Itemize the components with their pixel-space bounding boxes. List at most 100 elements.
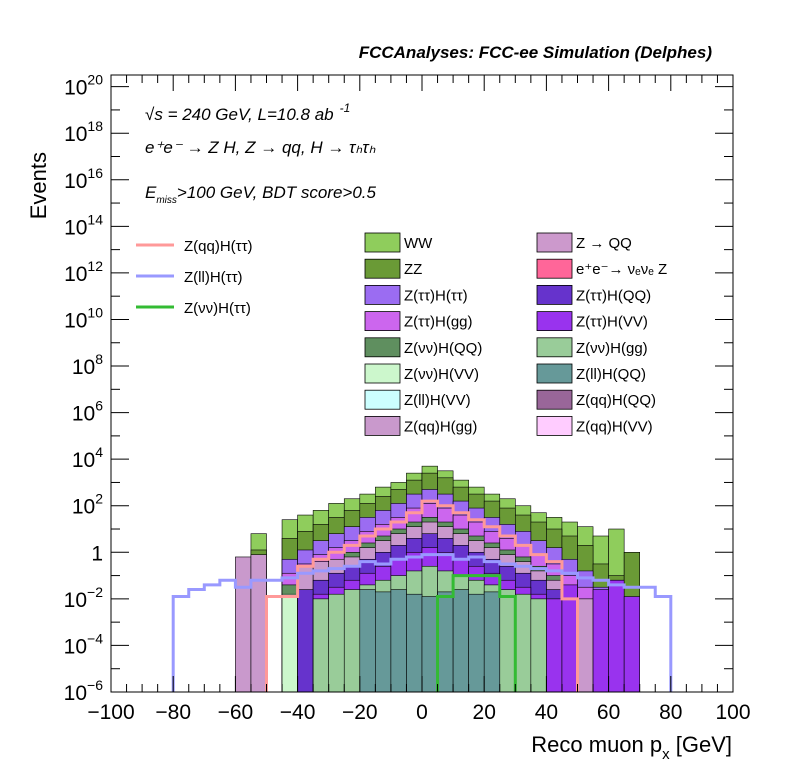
legend-box-swatch (536, 232, 573, 253)
y-tick-exponent: 12 (87, 258, 103, 274)
y-tick-base: 10 (72, 356, 95, 379)
annotation-emiss: E (145, 183, 157, 202)
y-tick-label: 10−2 (64, 584, 104, 612)
x-axis-title: Reco muon px [GeV] (531, 732, 732, 763)
x-axis-title-sub: x (662, 746, 670, 763)
y-tick-base: 10 (64, 589, 87, 612)
legend-box-swatch (536, 363, 573, 384)
y-tick-base: 10 (64, 635, 87, 658)
y-tick-exponent: 10 (87, 304, 103, 320)
y-tick-exponent: −6 (87, 677, 103, 693)
bar (530, 598, 547, 693)
x-tick-label: 0 (416, 701, 428, 724)
legend-box-swatch (364, 284, 401, 305)
legend-line-label: Z(qq)H(ττ) (184, 238, 253, 255)
x-tick-label: −20 (342, 701, 378, 724)
y-tick-label: 106 (72, 398, 103, 426)
y-tick-exponent: 14 (87, 211, 103, 227)
y-tick-base: 10 (72, 496, 95, 519)
y-tick-exponent: 6 (95, 398, 103, 414)
y-tick-exponent: 18 (87, 118, 103, 134)
x-tick-label: 100 (715, 701, 750, 724)
bar (561, 584, 578, 693)
bar (250, 554, 267, 693)
legend-box-label: e⁺e⁻→ νₑνₑ Z (576, 261, 667, 278)
bar (437, 591, 454, 693)
series-14-z-ll-h-qq (359, 589, 501, 693)
y-tick-label: 1010 (64, 304, 103, 332)
y-tick-exponent: 8 (95, 351, 103, 367)
y-tick-base: 10 (72, 449, 95, 472)
legend-box-label: Z(qq)H(VV) (576, 418, 653, 435)
bar (328, 593, 345, 693)
legend-backgrounds: WW ZZ Z(ττ)H(ττ) Z(ττ)H(gg) Z(νν)H(QQ) Z(νν)H… (364, 232, 667, 436)
bar (546, 598, 563, 693)
legend-box-swatch (536, 284, 573, 305)
y-tick-base: 10 (72, 403, 95, 426)
x-tick-label: 20 (473, 701, 496, 724)
bar (235, 556, 252, 693)
annotation-cuts: Emiss>100 GeV, BDT score>0.5 (145, 183, 377, 206)
legend-box-label: Z(qq)H(gg) (404, 418, 477, 435)
legend-box-swatch (364, 415, 401, 436)
bar (375, 591, 392, 693)
y-tick-label: 104 (72, 444, 103, 472)
signal-histograms (171, 499, 673, 692)
x-tick-label: 40 (535, 701, 558, 724)
bar (343, 589, 361, 693)
legend-box-label: Z(νν)H(VV) (404, 366, 479, 383)
y-tick-label: 10−6 (64, 677, 104, 705)
y-axis-title: Events (26, 152, 51, 219)
annotation-process: e⁺e⁻ → Z H, Z → qq, H → τₕτₕ (145, 138, 376, 157)
y-tick-label: 1020 (64, 72, 103, 100)
legend-box-label: Z(ll)H(QQ) (576, 366, 646, 383)
x-tick-label: −60 (218, 701, 254, 724)
legend-box-label: Z(ττ)H(QQ) (576, 287, 651, 304)
bar (499, 589, 516, 693)
y-tick-base: 10 (64, 309, 87, 332)
annotations: √s = 240 GeV, L=10.8 ab -1 e⁺e⁻ → Z H, Z … (145, 101, 377, 206)
bar (468, 593, 485, 693)
y-tick-exponent: 16 (87, 165, 103, 181)
y-tick-base: 10 (64, 170, 87, 193)
legend-box-label: Z(ττ)H(gg) (404, 314, 473, 331)
annotation-sqrt-s: √s (145, 105, 163, 124)
x-tick-label: 60 (597, 701, 620, 724)
chart-title: FCCAnalyses: FCC-ee Simulation (Delphes) (359, 43, 713, 62)
bar (406, 593, 423, 693)
y-tick-label: 1 (91, 542, 103, 565)
y-tick-exponent: 20 (87, 72, 103, 88)
bar (514, 593, 532, 693)
legend-box-swatch (536, 258, 573, 279)
x-axis-title-unit: [GeV] (676, 732, 732, 757)
legend-line-label: Z(ll)H(ττ) (184, 269, 243, 286)
annotation-energy-lumi: √s = 240 GeV, L=10.8 ab -1 (145, 101, 350, 124)
legend-box-label: Z(ll)H(VV) (404, 392, 471, 409)
y-tick-label: 102 (72, 491, 103, 519)
legend-box-label: Z(ττ)H(ττ) (404, 287, 468, 304)
bar (421, 596, 438, 693)
bar (281, 593, 298, 693)
signal-line-z-qq-h (265, 499, 579, 692)
legend-signal: Z(qq)H(ττ) Z(ll)H(ττ) Z(νν)H(ττ) (136, 238, 253, 317)
legend-box-swatch (364, 389, 401, 410)
legend-box-swatch (364, 337, 401, 358)
legend-box-swatch (536, 311, 573, 332)
signal-line-z-h (436, 574, 517, 692)
bar (390, 589, 407, 693)
bar (608, 579, 625, 693)
legend-box-label: Z(νν)H(gg) (576, 340, 648, 357)
annotation-emiss-sub: miss (156, 195, 177, 206)
y-tick-label: 1018 (64, 118, 103, 146)
x-tick-label: −100 (87, 701, 134, 724)
legend-box-swatch (536, 415, 573, 436)
y-tick-base: 10 (64, 682, 87, 705)
x-axis: −100 −80 −60 −40 −20 0 20 40 60 80 100 (87, 75, 751, 724)
legend-box-label: Z(qq)H(QQ) (576, 392, 656, 409)
bar (297, 589, 314, 693)
y-tick-base: 10 (64, 216, 87, 239)
legend-box-label: ZZ (404, 261, 422, 278)
bar (452, 589, 469, 693)
legend-box-swatch (364, 363, 401, 384)
